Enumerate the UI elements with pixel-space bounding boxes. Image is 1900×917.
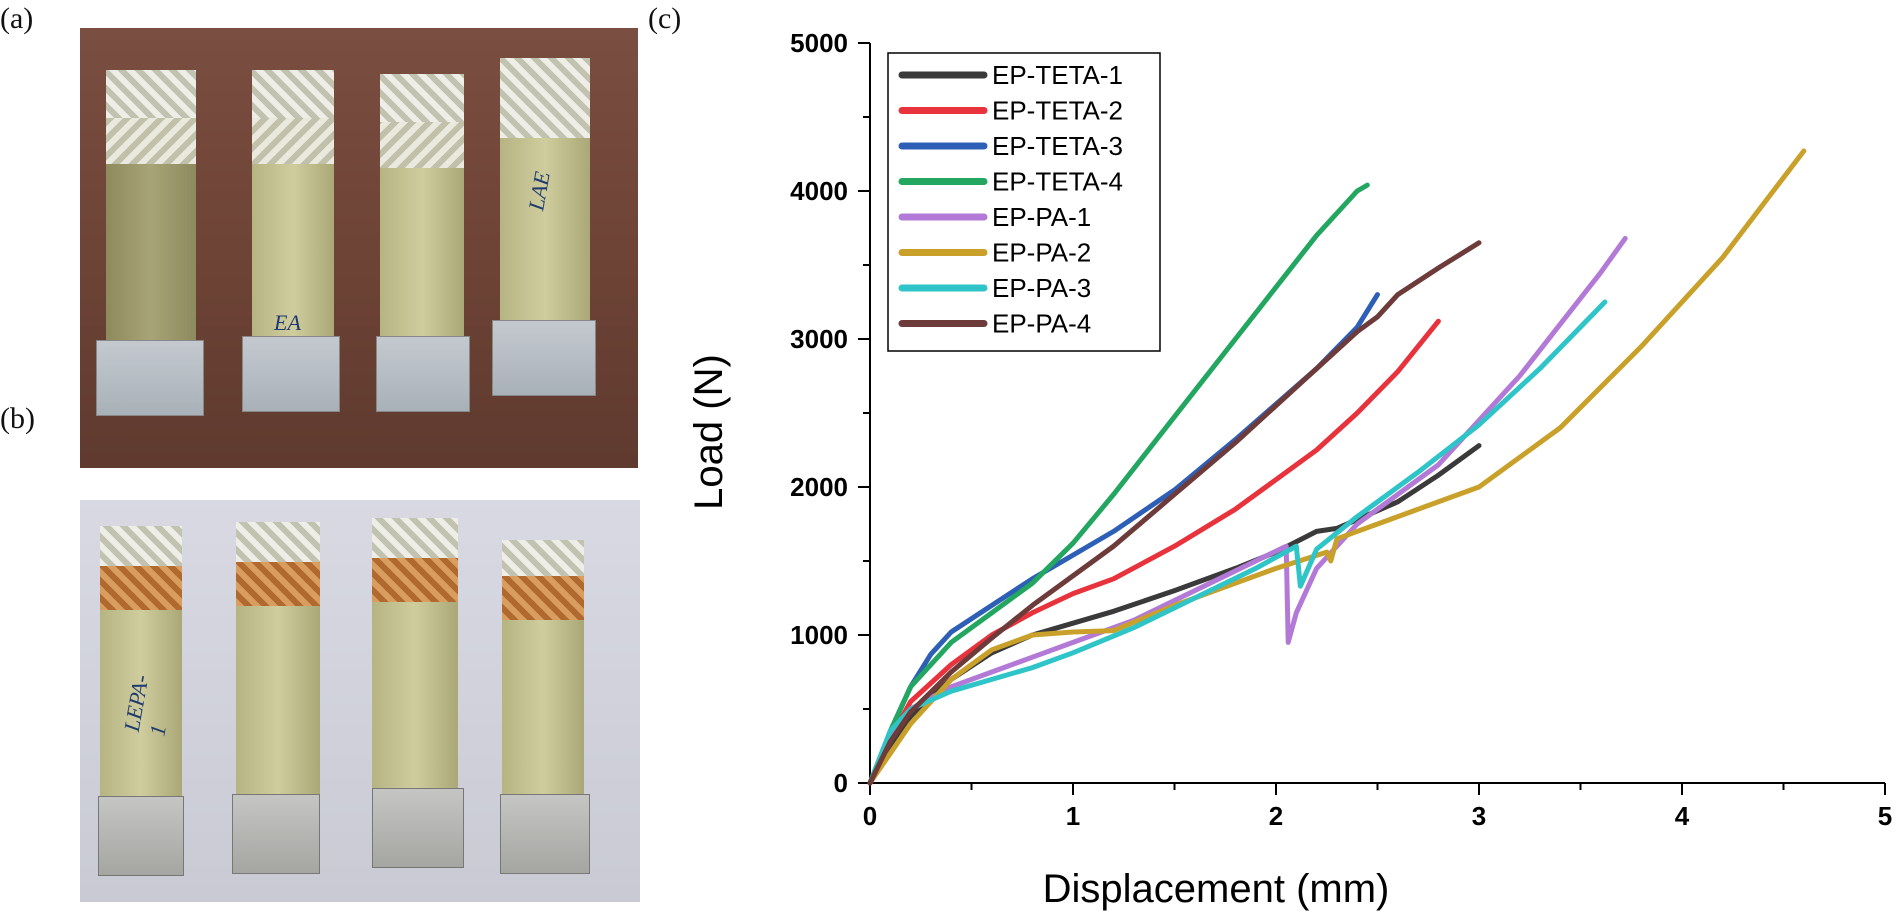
chart-legend: EP-TETA-1 EP-TETA-2 EP-TETA-3 EP-TETA-4 EP-P… xyxy=(887,52,1161,352)
y-tick-label: 2000 xyxy=(790,472,848,502)
photo-b-specimens: LEPA-1 xyxy=(80,500,640,902)
legend-label-ep-teta-1: EP-TETA-1 xyxy=(992,60,1123,90)
chart-series xyxy=(867,148,1807,786)
legend-label-ep-teta-3: EP-TETA-3 xyxy=(992,131,1123,161)
x-tick-label: 1 xyxy=(1066,801,1080,831)
y-tick-label: 1000 xyxy=(790,620,848,650)
specimen-a-4: LAE xyxy=(492,58,596,428)
x-tick-label: 2 xyxy=(1269,801,1283,831)
panel-label-c: (c) xyxy=(648,2,682,35)
x-tick-label: 4 xyxy=(1675,801,1690,831)
specimen-a-2: EA xyxy=(242,70,340,430)
series-line-ep-teta-2 xyxy=(867,318,1441,786)
legend-label-ep-pa-2: EP-PA-2 xyxy=(992,238,1091,268)
legend-label-ep-pa-4: EP-PA-4 xyxy=(992,309,1091,339)
specimen-b-2 xyxy=(232,522,320,892)
y-tick-label: 4000 xyxy=(790,176,848,206)
legend-label-ep-pa-1: EP-PA-1 xyxy=(992,202,1091,232)
legend-label-ep-pa-3: EP-PA-3 xyxy=(992,273,1091,303)
legend-box xyxy=(887,52,1161,352)
series-line-ep-pa-4 xyxy=(867,240,1482,786)
legend-label-ep-teta-4: EP-TETA-4 xyxy=(992,167,1123,197)
series-line-ep-pa-2 xyxy=(867,148,1807,786)
chart-axes: 0 1 2 3 4 5 0 1000 2000 3000 4000 5000 xyxy=(790,28,1892,831)
x-tick-label: 5 xyxy=(1878,801,1892,831)
y-tick-label: 3000 xyxy=(790,324,848,354)
specimen-a-1 xyxy=(96,70,204,430)
x-axis-title: Displacement (mm) xyxy=(1043,867,1390,911)
legend-label-ep-teta-2: EP-TETA-2 xyxy=(992,96,1123,126)
specimen-a-3 xyxy=(376,74,470,434)
series-line-ep-teta-4 xyxy=(867,182,1370,786)
panel-label-a: (a) xyxy=(0,2,34,35)
specimen-b-4 xyxy=(500,540,590,890)
y-tick-label: 5000 xyxy=(790,28,848,58)
y-tick-label: 0 xyxy=(834,768,848,798)
photo-a-specimens: EA LAE xyxy=(80,28,638,468)
x-tick-label: 0 xyxy=(863,801,877,831)
specimen-b-1: LEPA-1 xyxy=(98,526,184,896)
series-line-ep-pa-3 xyxy=(867,299,1608,786)
y-axis-title: Load (N) xyxy=(687,354,731,510)
x-tick-label: 3 xyxy=(1472,801,1486,831)
specimen-b-3 xyxy=(372,518,464,888)
panel-label-b: (b) xyxy=(0,402,35,435)
series-line-ep-pa-1 xyxy=(867,235,1628,786)
specimen-a-2-marking: EA xyxy=(274,310,301,335)
